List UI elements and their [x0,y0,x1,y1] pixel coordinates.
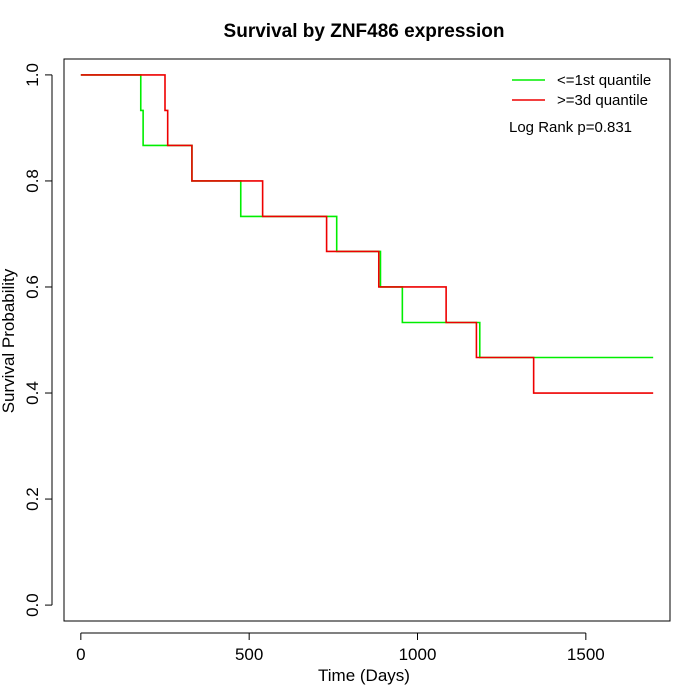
series-line-1 [80,74,654,394]
x-axis: 0 500 1000 1500 [76,632,605,664]
x-axis-label: Time (Days) [318,666,410,685]
x-tick-label: 1000 [399,645,437,664]
y-axis-label: Survival Probability [0,268,18,413]
series-layer [80,74,654,394]
y-tick-label: 0.0 [23,593,42,617]
y-tick-label: 0.2 [23,487,42,511]
legend-label-0: <=1st quantile [557,72,651,89]
legend-label-1: >=3d quantile [557,92,648,109]
y-tick-label: 0.8 [23,169,42,193]
x-tick-label: 1500 [567,645,605,664]
plot-frame [63,58,671,622]
y-tick-label: 1.0 [23,63,42,87]
chart-title: Survival by ZNF486 expression [224,21,505,42]
y-tick-label: 0.6 [23,275,42,299]
legend: <=1st quantile >=3d quantile [512,72,651,109]
series-line-0 [80,74,654,359]
x-tick-label: 500 [235,645,263,664]
x-tick-label: 0 [76,645,85,664]
log-rank-annotation: Log Rank p=0.831 [509,119,632,136]
y-tick-label: 0.4 [23,381,42,405]
y-axis: 0.0 0.2 0.4 0.6 0.8 1.0 [23,63,53,617]
